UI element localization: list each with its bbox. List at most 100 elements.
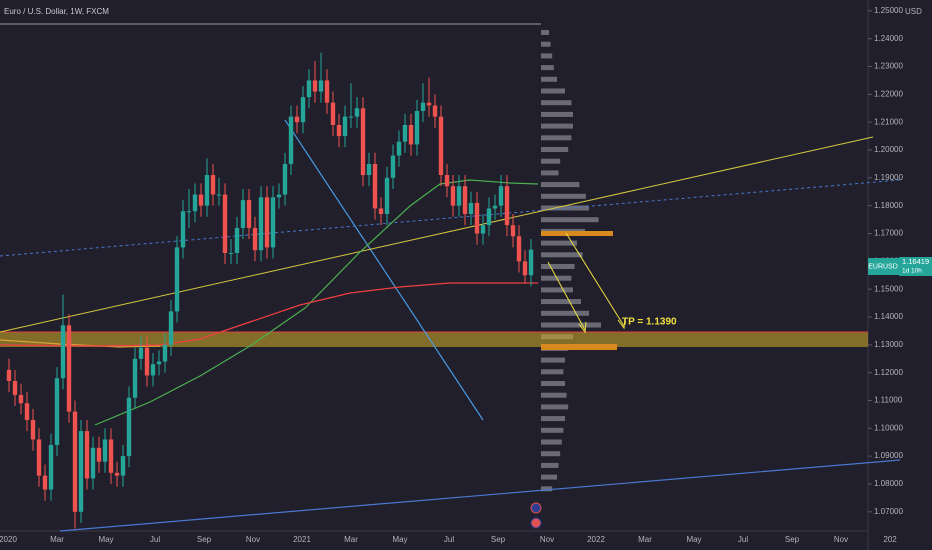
arrow — [565, 232, 625, 327]
candle-body — [180, 211, 186, 248]
volume-bar — [541, 123, 573, 129]
x-tick-label: Jul — [738, 535, 748, 544]
candle-body — [342, 116, 348, 137]
candle-body — [240, 200, 246, 228]
volume-bar — [541, 76, 557, 82]
candle-body — [258, 197, 264, 251]
last-price: 1.16419 — [902, 257, 929, 266]
candle-body — [102, 439, 108, 462]
volume-bar — [541, 451, 561, 457]
candle-body — [210, 175, 216, 195]
candle-body — [426, 102, 432, 106]
candle-body — [150, 364, 156, 376]
candle-body — [306, 80, 312, 98]
x-tick-label: Nov — [540, 535, 554, 544]
candle-body — [462, 186, 468, 215]
y-tick-label: 1.21000 — [874, 117, 903, 126]
arrow — [547, 261, 586, 331]
y-tick-label: 1.17000 — [874, 229, 903, 238]
chart-title: Euro / U.S. Dollar, 1W, FXCM — [4, 7, 109, 16]
volume-bar — [541, 88, 565, 94]
yellow-trendline — [0, 136, 874, 333]
candle-body — [390, 155, 396, 178]
event-icon[interactable] — [530, 502, 542, 514]
candle-body — [42, 475, 48, 490]
candle-body — [144, 347, 150, 376]
y-tick-label: 1.10000 — [874, 423, 903, 432]
x-tick-label: Sep — [197, 535, 212, 544]
symbol-label: EURUSD — [868, 263, 898, 270]
candle-body — [78, 431, 84, 512]
candle-body — [192, 194, 198, 212]
volume-bar — [541, 287, 573, 293]
candle-body — [336, 124, 342, 137]
volume-bar — [541, 147, 569, 152]
event-icon[interactable] — [530, 517, 542, 529]
volume-bar — [541, 427, 564, 433]
x-tick-label: 2022 — [587, 535, 605, 544]
x-tick-label: 202 — [883, 535, 897, 544]
volume-bar — [541, 182, 580, 188]
y-tick-label: 1.14000 — [874, 312, 903, 321]
moving-average — [94, 179, 539, 426]
candle-body — [504, 186, 510, 226]
volume-profile — [541, 30, 601, 492]
volume-bar — [541, 416, 565, 422]
candle-body — [396, 141, 402, 156]
candle-body — [114, 472, 120, 476]
candle-body — [522, 261, 528, 276]
candle-body — [174, 247, 180, 312]
volume-bar — [541, 264, 575, 269]
y-tick-label: 1.25000 — [874, 6, 903, 15]
x-tick-label: Mar — [50, 535, 64, 544]
profile-highlight — [541, 231, 613, 236]
candle-body — [12, 380, 18, 395]
candle-body — [486, 208, 492, 226]
candle-body — [96, 447, 102, 462]
candle-body — [432, 105, 438, 117]
support-zone — [0, 332, 868, 347]
candle-body — [318, 80, 324, 92]
y-tick-label: 1.09000 — [874, 451, 903, 460]
candle-body — [30, 419, 36, 440]
candle-body — [498, 186, 504, 206]
candle-body — [420, 102, 426, 112]
candle-body — [270, 197, 276, 248]
axis-unit: USD — [905, 7, 922, 16]
x-tick-label: Mar — [344, 535, 358, 544]
volume-bar — [541, 357, 565, 363]
arrow-head — [578, 321, 587, 334]
candle-body — [186, 211, 192, 213]
y-tick-label: 1.12000 — [874, 368, 903, 377]
volume-bar — [541, 217, 599, 223]
candle-body — [162, 344, 168, 362]
volume-bar — [541, 252, 583, 258]
volume-bar — [541, 41, 551, 47]
candle-body — [108, 439, 114, 473]
candle-body — [132, 358, 138, 398]
volume-bar — [541, 275, 572, 281]
candle-body — [402, 124, 408, 142]
candle-body — [198, 194, 204, 206]
moving-average — [0, 282, 538, 347]
candle-body — [330, 102, 336, 125]
x-tick-label: 2020 — [0, 535, 17, 544]
volume-bar — [541, 474, 557, 480]
candle-body — [84, 431, 90, 479]
dotted-trendline — [0, 179, 901, 257]
countdown: 1d 10h — [902, 268, 922, 275]
x-tick-label: Sep — [785, 535, 800, 544]
candle-body — [324, 80, 330, 103]
candle-body — [228, 252, 234, 254]
y-tick-label: 1.24000 — [874, 34, 903, 43]
descending-line — [284, 119, 484, 421]
candle-body — [360, 108, 366, 176]
x-tick-label: May — [686, 535, 701, 544]
volume-bar — [541, 486, 553, 492]
candles — [6, 52, 534, 529]
candle-body — [66, 325, 72, 412]
candle-body — [222, 194, 228, 253]
candle-body — [384, 177, 390, 215]
volume-bar — [541, 193, 586, 199]
